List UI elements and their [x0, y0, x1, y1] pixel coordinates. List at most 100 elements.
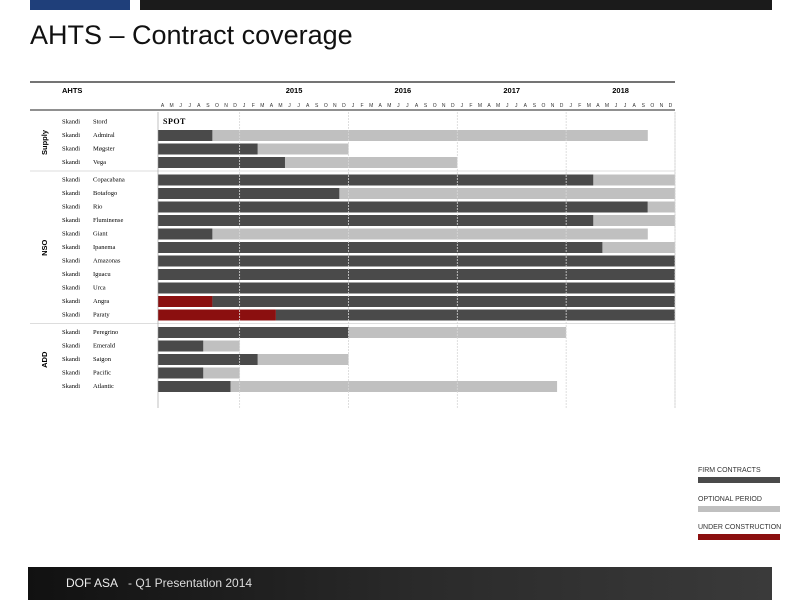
footer-subtitle: - Q1 Presentation 2014 [128, 576, 253, 590]
vessel-prefix: Skandi [62, 217, 80, 224]
month-tick-label: O [433, 103, 437, 109]
month-tick-label: A [161, 103, 165, 109]
vessel-prefix: Skandi [62, 132, 80, 139]
month-tick-label: J [615, 103, 618, 109]
vessel-prefix: Skandi [62, 146, 80, 153]
vessel-prefix: Skandi [62, 356, 80, 363]
vessel-prefix: Skandi [62, 244, 80, 251]
vessel-name-pacific: Pacific [93, 370, 111, 377]
legend-label-firm: FIRM CONTRACTS [698, 467, 761, 474]
month-tick-label: N [442, 103, 446, 109]
bar-firm-amazonas [158, 255, 675, 267]
vessel-name-botafogo: Botafogo [93, 190, 117, 197]
bar-optional-botafogo [339, 188, 675, 199]
legend-swatch-optional [698, 506, 780, 512]
legend-swatch-construction [698, 534, 780, 540]
vessel-name-copacabana: Copacabana [93, 177, 125, 184]
month-tick-label: J [515, 103, 518, 109]
bar-optional-emerald [203, 340, 240, 352]
month-tick-label: A [524, 103, 528, 109]
month-tick-label: S [424, 103, 428, 109]
bar-construction-angra [158, 296, 213, 307]
bar-firm-peregrino [158, 327, 349, 338]
month-tick-label: F [469, 103, 472, 109]
month-tick-label: F [578, 103, 581, 109]
month-tick-label: A [379, 103, 383, 109]
month-tick-label: S [315, 103, 319, 109]
month-tick-label: D [342, 103, 346, 109]
vessel-name-paraty: Paraty [93, 312, 110, 319]
month-tick-label: O [324, 103, 328, 109]
month-tick-label: N [660, 103, 664, 109]
month-tick-label: A [633, 103, 637, 109]
month-tick-label: J [406, 103, 409, 109]
month-tick-label: J [188, 103, 191, 109]
month-tick-label: O [215, 103, 219, 109]
vessel-prefix: Skandi [62, 177, 80, 184]
month-tick-label: D [451, 103, 455, 109]
vessel-name-admiral: Admiral [93, 132, 115, 139]
bar-optional-møgster [257, 143, 349, 155]
bar-optional-vega [284, 157, 458, 168]
bar-firm-rio [158, 201, 648, 213]
month-tick-label: M [478, 103, 482, 109]
month-tick-label: J [569, 103, 572, 109]
month-tick-label: A [596, 103, 600, 109]
month-tick-label: J [288, 103, 291, 109]
year-label-2015: 2015 [286, 86, 303, 95]
month-tick-label: O [650, 103, 654, 109]
bar-firm-vega [158, 157, 285, 168]
bar-optional-atlantic [230, 381, 558, 392]
year-label-2018: 2018 [612, 86, 629, 95]
vessel-name-angra: Angra [93, 298, 109, 305]
month-tick-label: J [506, 103, 509, 109]
bar-firm-iguacu [158, 269, 675, 280]
month-tick-label: F [252, 103, 255, 109]
vessel-prefix: Skandi [62, 258, 80, 265]
month-tick-label: M [369, 103, 373, 109]
bar-firm-giant [158, 228, 213, 240]
month-tick-label: A [487, 103, 491, 109]
group-label-add: ADD [40, 351, 49, 368]
vessel-prefix: Skandi [62, 343, 80, 350]
bar-optional-rio [647, 201, 675, 213]
month-tick-label: M [260, 103, 264, 109]
bar-firm-pacific [158, 367, 204, 379]
vessel-name-ipanema: Ipanema [93, 244, 115, 251]
vessel-prefix: Skandi [62, 285, 80, 292]
vessel-prefix: Skandi [62, 204, 80, 211]
bar-firm-saigon [158, 354, 258, 365]
bar-firm-botafogo [158, 188, 340, 199]
month-tick-label: J [297, 103, 300, 109]
vessel-name-rio: Rio [93, 204, 102, 211]
vessel-prefix: Skandi [62, 383, 80, 390]
vessel-prefix: Skandi [62, 159, 80, 166]
top-dark-bar [140, 0, 772, 10]
month-tick-label: M [387, 103, 391, 109]
month-tick-label: O [542, 103, 546, 109]
vessel-prefix: Skandi [62, 231, 80, 238]
vessel-name-fluminense: Fluminense [93, 217, 123, 224]
legend-swatch-firm [698, 477, 780, 483]
vessel-name-atlantic: Atlantic [93, 383, 114, 390]
spot-label: SPOT [163, 117, 186, 126]
vessel-prefix: Skandi [62, 271, 80, 278]
month-tick-label: N [551, 103, 555, 109]
month-tick-label: M [496, 103, 500, 109]
vessel-name-vega: Vega [93, 159, 106, 166]
month-tick-label: S [533, 103, 537, 109]
page-title: AHTS – Contract coverage [30, 20, 353, 50]
bar-firm-admiral [158, 130, 213, 141]
month-tick-label: J [624, 103, 627, 109]
year-label-2017: 2017 [503, 86, 520, 95]
month-tick-label: N [333, 103, 337, 109]
group-label-nso: NSO [40, 239, 49, 255]
bar-firm-fluminense [158, 215, 594, 226]
month-tick-label: J [179, 103, 182, 109]
vessel-prefix: Skandi [62, 312, 80, 319]
month-tick-label: S [206, 103, 210, 109]
vessel-name-urca: Urca [93, 285, 106, 292]
footer-bar: DOF ASA - Q1 Presentation 2014 [28, 567, 772, 600]
bar-optional-saigon [257, 354, 349, 365]
